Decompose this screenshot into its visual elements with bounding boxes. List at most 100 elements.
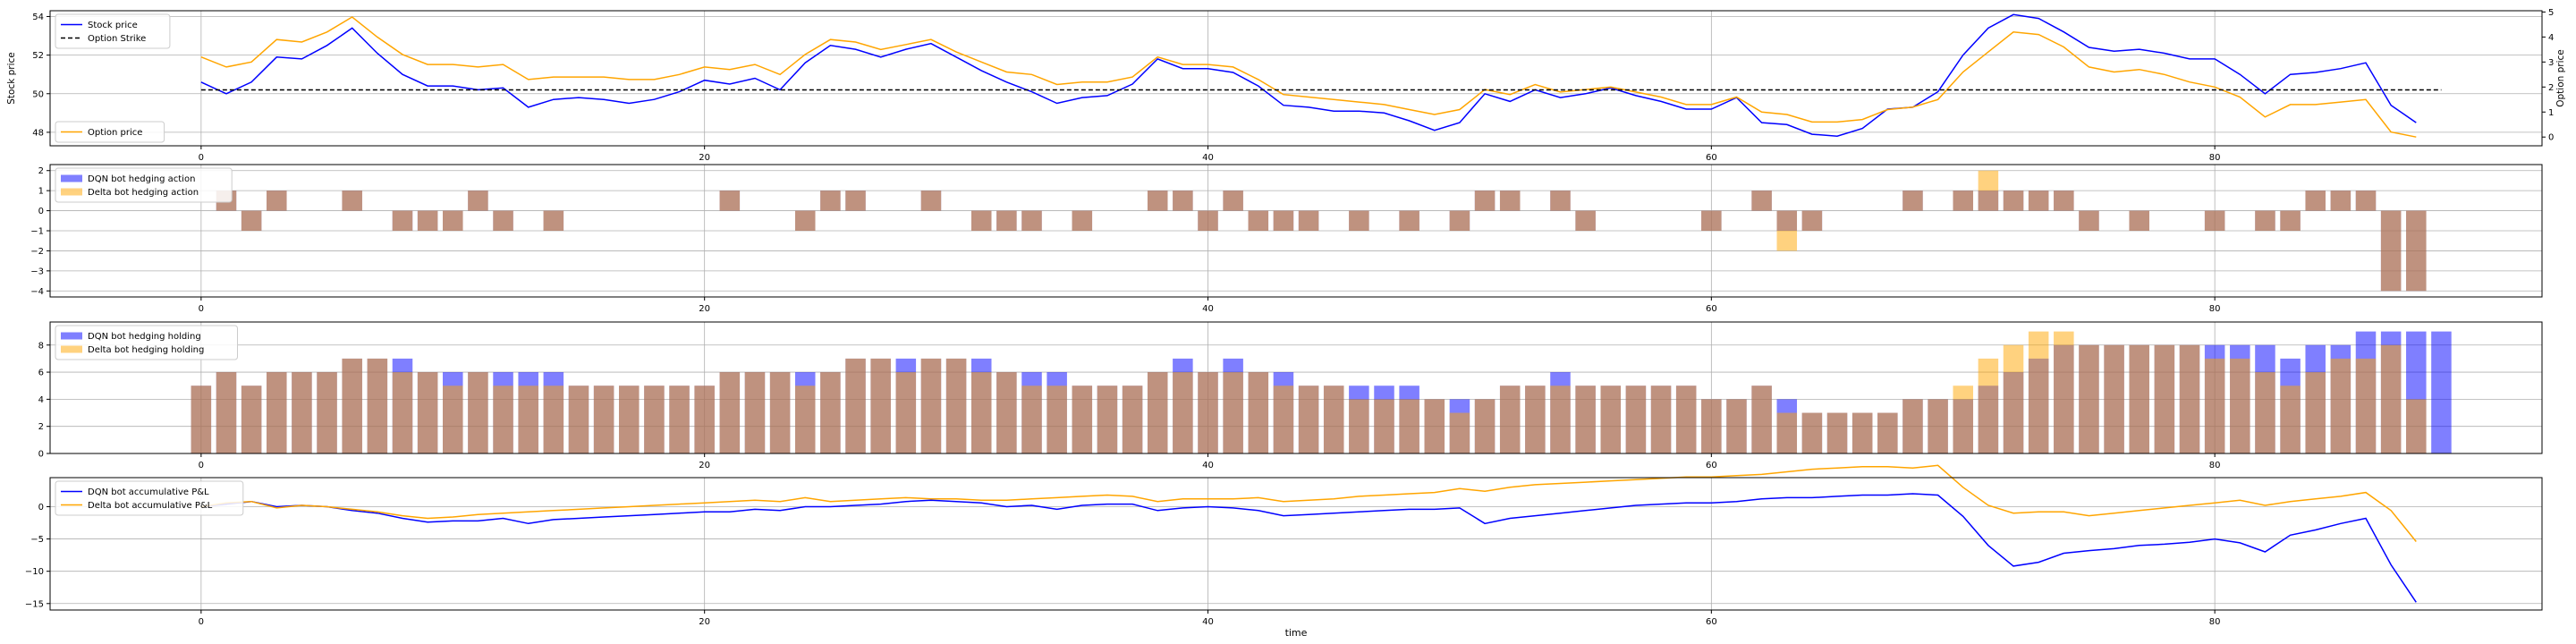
delta-holding-bar — [1978, 358, 1999, 453]
legend-swatch — [61, 332, 82, 340]
action-panel: 0 20 40 60 80 −4 −3 −2 −1 0 1 2 DQN bot hedging acti… — [30, 164, 2543, 314]
y2-tick-label: 2 — [2548, 83, 2554, 93]
delta-holding-bar — [392, 372, 413, 453]
x-tick-label: 60 — [1706, 304, 1717, 314]
y-tick-label: −5 — [30, 535, 44, 545]
y-tick-label: −15 — [25, 599, 44, 609]
delta-action-bar — [1801, 210, 1823, 231]
delta-action-bar — [267, 191, 287, 211]
delta-holding-bar — [2154, 344, 2175, 453]
delta-holding-bar — [1424, 399, 1445, 453]
delta-holding-bar — [2204, 358, 2225, 453]
delta-action-bar — [493, 210, 513, 231]
legend-box — [55, 121, 165, 143]
delta-action-bar — [2406, 210, 2427, 292]
x-tick-label: 0 — [199, 461, 204, 470]
y2-tick-label: 5 — [2548, 8, 2554, 18]
delta-holding-bar — [1852, 412, 1873, 453]
legend-box — [55, 325, 238, 360]
delta-holding-bar — [920, 358, 942, 453]
delta-holding-bar — [1248, 372, 1269, 453]
delta-holding-bar — [468, 372, 488, 453]
delta-holding-bar — [367, 358, 388, 453]
delta-action-bar — [996, 210, 1017, 231]
y-tick-label: 1 — [38, 187, 44, 197]
legend-box — [55, 480, 244, 516]
delta-holding-bar — [2054, 331, 2074, 453]
delta-action-bar — [1776, 210, 1798, 251]
x-tick-label: 20 — [699, 461, 710, 470]
x-tick-label: 40 — [1202, 617, 1214, 627]
delta-holding-bar — [2305, 372, 2326, 453]
delta-holding-bar — [1323, 386, 1344, 453]
y-tick-label: 2 — [38, 422, 44, 432]
delta-holding-bar — [618, 386, 640, 453]
holding-panel: 0 20 40 60 80 0 2 4 6 8 DQN bot hedging holding Del… — [38, 321, 2543, 470]
delta-action-bar — [1449, 210, 1470, 231]
delta-action-bar — [1499, 191, 1521, 211]
delta-holding-bar — [996, 372, 1017, 453]
delta-holding-bar — [694, 386, 715, 453]
delta-holding-bar — [1223, 372, 1243, 453]
dqn-holding-bar — [2431, 331, 2452, 453]
delta-holding-bar — [1499, 386, 1521, 453]
legend: Stock price Option Strike — [55, 13, 171, 49]
option-price-line — [200, 16, 2417, 138]
delta-holding-bar — [417, 372, 438, 453]
delta-action-bar — [1399, 210, 1419, 231]
delta-holding-bar — [1173, 372, 1193, 453]
delta-action-bar — [2129, 210, 2149, 231]
delta-action-bar — [1902, 191, 1923, 211]
delta-holding-bar — [845, 358, 866, 453]
x-tick-label: 60 — [1706, 153, 1717, 163]
x-tick-label: 0 — [199, 617, 204, 627]
delta-holding-bar — [2380, 344, 2402, 453]
plot-frame — [49, 321, 2543, 454]
delta-holding-bar — [2129, 344, 2149, 453]
delta-action-bar — [820, 191, 841, 211]
delta-action-bar — [2054, 191, 2074, 211]
delta-action-bar — [1550, 191, 1571, 211]
delta-holding-bar — [443, 386, 463, 453]
delta-holding-bar — [1953, 386, 1974, 453]
delta-holding-bar — [1198, 372, 1218, 453]
delta-action-bar — [2380, 210, 2402, 292]
delta-action-bar — [2330, 191, 2351, 211]
delta-holding-bar — [1726, 399, 1747, 453]
x-tick-label: 80 — [2209, 461, 2221, 470]
delta-holding-bar — [2003, 344, 2024, 453]
y-tick-label: 4 — [38, 395, 44, 405]
y2-tick-label: 0 — [2548, 133, 2554, 143]
y-tick-label: 50 — [32, 89, 44, 99]
y-tick-label: −4 — [30, 287, 44, 297]
delta-bot-accumulative-p-l-line — [200, 464, 2417, 542]
x-tick-label: 80 — [2209, 617, 2221, 627]
legend-swatch — [61, 345, 82, 353]
delta-action-bar — [1198, 210, 1218, 231]
delta-holding-bar — [945, 358, 967, 453]
delta-holding-bar — [2355, 358, 2377, 453]
delta-holding-bar — [1399, 399, 1419, 453]
y-tick-label: 2 — [38, 166, 44, 176]
legend-swatch — [61, 174, 82, 182]
delta-holding-bar — [1046, 386, 1067, 453]
plot-frame — [49, 477, 2543, 611]
delta-action-bar — [2028, 191, 2049, 211]
delta-holding-bar — [2230, 358, 2250, 453]
y-tick-label: 0 — [38, 503, 44, 513]
delta-holding-bar — [1600, 386, 1622, 453]
legend-label: Option price — [88, 128, 142, 138]
delta-action-bar — [392, 210, 413, 231]
pnl-panel: 0 20 40 60 80 −15 −10 −5 0 DQN bot accumulative P… — [25, 464, 2543, 627]
delta-holding-bar — [1751, 386, 1772, 453]
legend-label: Stock price — [88, 21, 138, 30]
delta-holding-bar — [794, 386, 816, 453]
delta-holding-bar — [1877, 412, 1898, 453]
delta-action-bar — [1072, 210, 1093, 231]
delta-holding-bar — [1298, 386, 1319, 453]
x-tick-label: 20 — [699, 153, 710, 163]
delta-holding-bar — [1525, 386, 1546, 453]
delta-action-bar — [1978, 170, 1999, 211]
x-tick-label: 60 — [1706, 461, 1717, 470]
